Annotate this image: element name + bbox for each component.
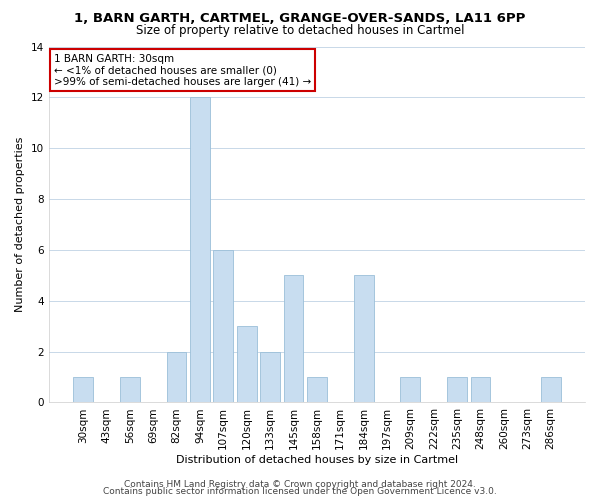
Bar — [260, 352, 280, 403]
Text: Size of property relative to detached houses in Cartmel: Size of property relative to detached ho… — [136, 24, 464, 37]
Text: Contains HM Land Registry data © Crown copyright and database right 2024.: Contains HM Land Registry data © Crown c… — [124, 480, 476, 489]
Bar — [541, 377, 560, 402]
X-axis label: Distribution of detached houses by size in Cartmel: Distribution of detached houses by size … — [176, 455, 458, 465]
Bar — [214, 250, 233, 402]
Bar — [237, 326, 257, 402]
Bar — [470, 377, 490, 402]
Text: 1, BARN GARTH, CARTMEL, GRANGE-OVER-SANDS, LA11 6PP: 1, BARN GARTH, CARTMEL, GRANGE-OVER-SAND… — [74, 12, 526, 26]
Text: Contains public sector information licensed under the Open Government Licence v3: Contains public sector information licen… — [103, 488, 497, 496]
Text: 1 BARN GARTH: 30sqm
← <1% of detached houses are smaller (0)
>99% of semi-detach: 1 BARN GARTH: 30sqm ← <1% of detached ho… — [54, 54, 311, 87]
Bar — [400, 377, 421, 402]
Bar — [190, 98, 210, 403]
Bar — [167, 352, 187, 403]
Bar — [73, 377, 93, 402]
Bar — [307, 377, 327, 402]
Bar — [447, 377, 467, 402]
Y-axis label: Number of detached properties: Number of detached properties — [15, 137, 25, 312]
Bar — [120, 377, 140, 402]
Bar — [284, 276, 304, 402]
Bar — [353, 276, 374, 402]
